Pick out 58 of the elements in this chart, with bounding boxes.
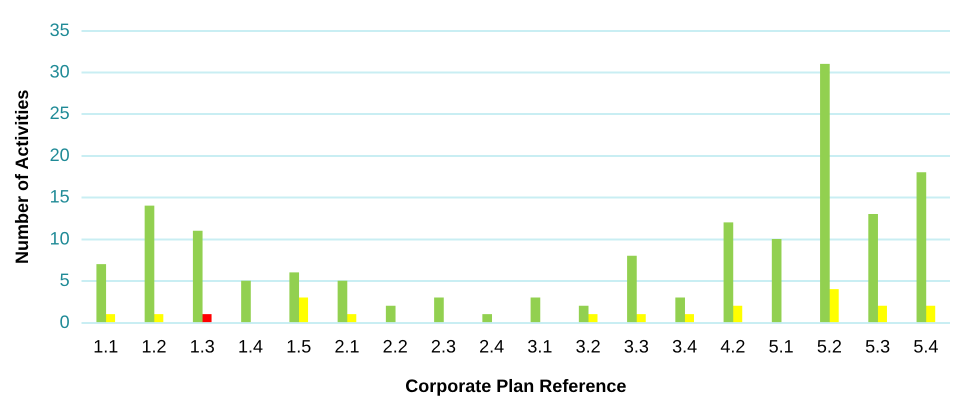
x-tick-label: 5.2 <box>816 336 842 357</box>
x-tick-label: 1.1 <box>93 336 118 357</box>
bar <box>289 272 300 322</box>
x-tick-label: 1.3 <box>190 336 215 357</box>
bar <box>386 306 396 322</box>
x-tick-label: 5.4 <box>913 336 938 357</box>
bar <box>732 306 742 322</box>
bar <box>192 230 203 322</box>
bar <box>338 280 348 322</box>
bar <box>916 172 926 322</box>
bar <box>154 314 164 322</box>
bar <box>627 256 637 322</box>
x-tick-label: 1.4 <box>238 336 263 357</box>
bar <box>578 306 589 322</box>
x-tick-label: 5.1 <box>768 336 794 357</box>
y-axis-title: Number of Activities <box>12 90 32 264</box>
bar <box>241 280 251 322</box>
bar <box>820 64 830 322</box>
bar <box>588 314 598 322</box>
x-tick-label: 2.1 <box>334 336 360 357</box>
y-tick-label: 20 <box>50 144 70 165</box>
bar <box>530 297 540 322</box>
x-tick-label: 3.1 <box>527 336 552 357</box>
x-tick-label: 1.5 <box>286 336 312 357</box>
x-tick-label: 3.2 <box>576 336 601 357</box>
x-tick-label: 1.2 <box>141 336 166 357</box>
x-axis-title: Corporate Plan Reference <box>405 376 626 396</box>
y-tick-label: 25 <box>50 103 70 124</box>
bar <box>434 297 444 322</box>
bar <box>346 314 356 322</box>
x-tick-label: 5.3 <box>865 336 890 357</box>
bar <box>482 314 492 322</box>
y-tick-label: 5 <box>60 270 70 290</box>
bar <box>96 264 106 322</box>
bar <box>202 314 212 322</box>
y-tick-label: 15 <box>50 186 70 207</box>
x-tick-label: 2.2 <box>382 336 408 357</box>
bar <box>298 297 308 322</box>
x-tick-label: 3.3 <box>624 336 649 357</box>
x-tick-label: 3.4 <box>672 336 698 357</box>
bar <box>868 214 878 322</box>
bar <box>105 314 116 322</box>
bar <box>877 306 887 322</box>
bar <box>772 239 782 322</box>
bar <box>829 289 839 322</box>
bar <box>724 222 734 322</box>
y-tick-label: 10 <box>50 228 70 248</box>
bar <box>684 314 694 322</box>
bar <box>926 306 936 322</box>
x-tick-label: 2.4 <box>479 336 504 357</box>
bar <box>675 297 685 322</box>
bar <box>636 314 646 322</box>
y-tick-label: 0 <box>60 312 70 332</box>
x-tick-label: 2.3 <box>430 336 456 357</box>
y-tick-label: 30 <box>50 61 70 82</box>
bar <box>144 206 154 322</box>
y-tick-label: 35 <box>50 20 70 40</box>
x-tick-label: 4.2 <box>720 336 746 357</box>
